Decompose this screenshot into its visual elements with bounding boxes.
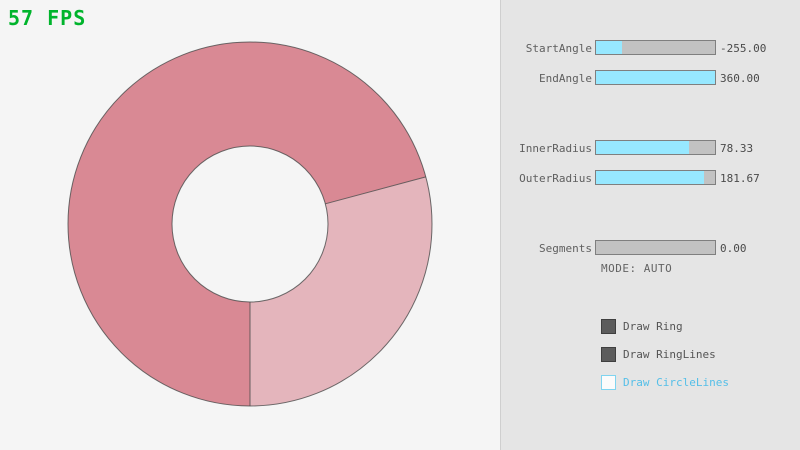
- draw-circlelines-checkbox-label: Draw CircleLines: [623, 375, 729, 389]
- ring-sector-light: [250, 176, 433, 407]
- endangle-slider[interactable]: [595, 70, 716, 85]
- startangle-slider-row: StartAngle -255.00: [501, 40, 800, 55]
- outerradius-slider[interactable]: [595, 170, 716, 185]
- endangle-slider-label: EndAngle: [539, 72, 592, 85]
- outerradius-slider-value: 181.67: [720, 172, 760, 185]
- render-canvas: 57 FPS: [8, 6, 433, 407]
- innerradius-slider-row: InnerRadius 78.33: [501, 140, 800, 155]
- ring-segment-line-right: [325, 176, 426, 205]
- endangle-slider-value: 360.00: [720, 72, 760, 85]
- draw-circlelines-checkbox[interactable]: Draw CircleLines: [601, 374, 729, 390]
- ring-graphic: [67, 41, 433, 407]
- outerradius-slider-label: OuterRadius: [519, 172, 592, 185]
- draw-circlelines-checkbox-box[interactable]: [601, 374, 616, 390]
- segments-slider-value: 0.00: [720, 242, 747, 255]
- segments-slider[interactable]: [595, 240, 716, 255]
- innerradius-slider-label: InnerRadius: [519, 142, 592, 155]
- endangle-slider-row: EndAngle 360.00: [501, 70, 800, 85]
- startangle-slider-value: -255.00: [720, 42, 767, 55]
- startangle-slider-label: StartAngle: [525, 42, 592, 55]
- fps-counter: 57 FPS: [8, 6, 87, 30]
- outerradius-slider-row: OuterRadius 181.67: [501, 170, 800, 185]
- startangle-slider-fill: [596, 41, 623, 54]
- segments-mode-label: MODE: AUTO: [601, 262, 673, 275]
- draw-ringlines-checkbox-box[interactable]: [601, 346, 616, 362]
- control-panel: StartAngle -255.00 EndAngle 360.00 Inner…: [500, 0, 800, 450]
- endangle-slider-fill: [596, 71, 715, 84]
- draw-ringlines-checkbox[interactable]: Draw RingLines: [601, 346, 716, 362]
- segments-slider-row: Segments 0.00: [501, 240, 800, 255]
- startangle-slider[interactable]: [595, 40, 716, 55]
- innerradius-slider-fill: [596, 141, 689, 154]
- draw-ringlines-checkbox-label: Draw RingLines: [623, 347, 716, 361]
- draw-ring-checkbox-box[interactable]: [601, 318, 616, 334]
- outerradius-slider-fill: [596, 171, 705, 184]
- ring-inner-circle-line: [171, 145, 329, 303]
- draw-ring-checkbox[interactable]: Draw Ring: [601, 318, 683, 334]
- draw-ring-checkbox-label: Draw Ring: [623, 319, 683, 333]
- innerradius-slider[interactable]: [595, 140, 716, 155]
- segments-slider-label: Segments: [539, 242, 592, 255]
- ring-outlines: [67, 41, 433, 407]
- innerradius-slider-value: 78.33: [720, 142, 754, 155]
- ring-sector-dark: [68, 42, 426, 406]
